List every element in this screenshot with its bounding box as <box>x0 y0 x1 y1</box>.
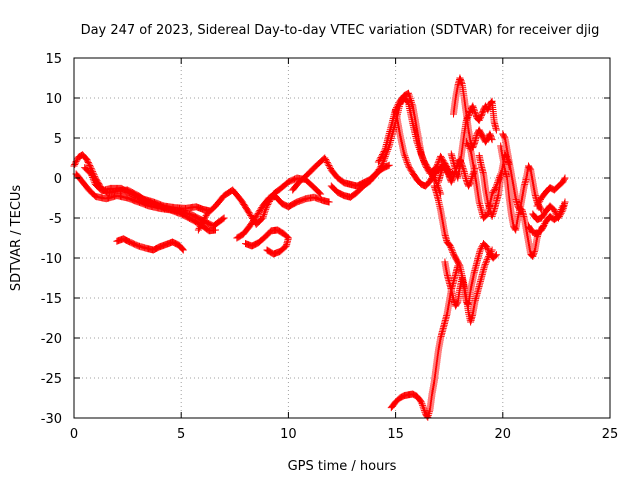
series-3 <box>113 235 187 254</box>
series-12 <box>441 240 500 310</box>
series-marks <box>441 240 500 310</box>
series-13 <box>387 262 462 421</box>
series-marks <box>113 235 187 254</box>
series-marks <box>233 192 333 242</box>
series-marks <box>387 262 462 421</box>
x-tick-label: 0 <box>70 427 78 442</box>
y-tick-label: -5 <box>49 212 62 227</box>
series-16 <box>435 156 479 190</box>
x-tick-label: 5 <box>177 427 185 442</box>
y-tick-label: 10 <box>45 92 62 107</box>
y-tick-label: 15 <box>45 52 62 67</box>
series-marks <box>374 89 455 178</box>
x-tick-label: 25 <box>602 427 619 442</box>
series-marks <box>462 138 505 222</box>
y-tick-label: 5 <box>54 132 62 147</box>
series-marks <box>242 226 292 258</box>
y-tick-label: -15 <box>41 292 62 307</box>
series-21 <box>525 202 567 238</box>
series-5 <box>233 192 333 242</box>
series-marks <box>81 164 213 215</box>
plot-frame <box>73 57 611 419</box>
x-tick-label: 20 <box>495 427 512 442</box>
x-tick-label: 15 <box>387 427 404 442</box>
series-6 <box>242 226 292 258</box>
y-tick-label: -10 <box>41 252 62 267</box>
series-9 <box>374 89 455 178</box>
y-tick-label: 0 <box>54 172 62 187</box>
series-marks <box>525 202 567 238</box>
series-23 <box>462 138 505 222</box>
x-axis-label: GPS time / hours <box>288 459 397 474</box>
series-2 <box>81 164 213 215</box>
y-tick-label: -25 <box>41 372 62 387</box>
y-tick-label: -30 <box>41 412 62 427</box>
series-marks <box>533 174 569 210</box>
y-tick-label: -20 <box>41 332 62 347</box>
chart-title: Day 247 of 2023, Sidereal Day-to-day VTE… <box>81 23 600 38</box>
series-20 <box>533 174 569 210</box>
x-tick-label: 10 <box>280 427 297 442</box>
y-axis-label: SDTVAR / TECUs <box>9 185 24 292</box>
series-marks <box>435 156 479 190</box>
axis-ticks: 0 5 10 15 20 25 15 10 5 0 -5 -10 -15 -20 -25 -30 <box>41 52 619 442</box>
data-marks <box>70 74 569 421</box>
